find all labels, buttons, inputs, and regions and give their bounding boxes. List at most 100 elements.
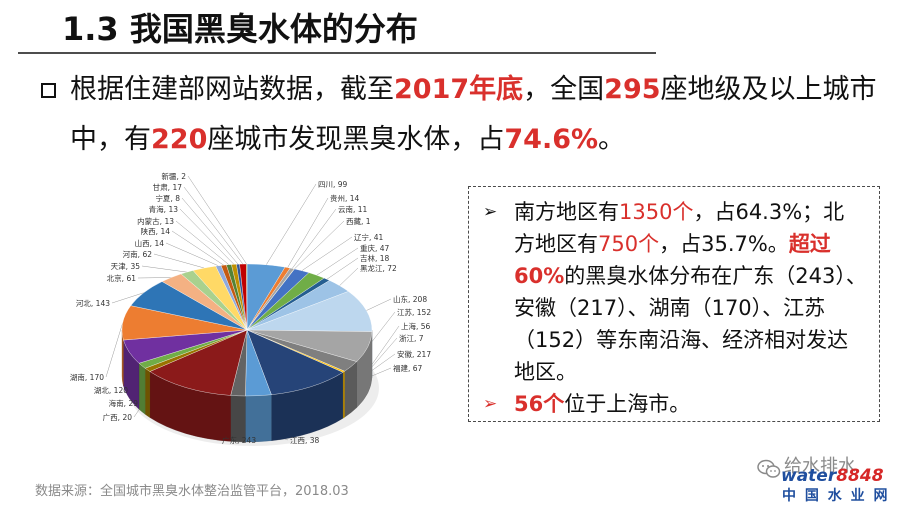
pie-label-25: 山西, 14 <box>135 238 165 248</box>
pie-leader-line <box>111 292 144 304</box>
pie-leader-line <box>141 265 187 273</box>
intro-text: 座地级及以上城市 <box>660 74 877 105</box>
pie-label-29: 宁夏, 8 <box>155 193 180 203</box>
pie-leader-line <box>179 208 235 265</box>
pie-label-category: 广西 <box>103 412 118 422</box>
pie-label-separator: , <box>156 227 161 236</box>
pie-label-category: 湖南 <box>70 372 85 382</box>
summary-line: 60%的黑臭水体分布在广东（243）、 <box>514 260 879 292</box>
summary-text: （152）等东南沿海、经济相对发达 <box>514 328 849 352</box>
pie-label-separator: , <box>412 308 417 317</box>
pie-label-category: 贵州 <box>330 193 345 203</box>
summary-box: ➢ 南方地区有1350个，占64.3%；北 方地区有750个，占35.7%。超过… <box>468 186 880 422</box>
pie-label-value: 11 <box>358 205 368 214</box>
pie-label-category: 四川 <box>318 180 333 189</box>
pie-slice-16 <box>149 329 248 396</box>
pie-label-18: 海南, 29 <box>109 398 139 408</box>
pie-label-separator: , <box>170 194 175 203</box>
summary-text: 南方地区有 <box>514 200 619 224</box>
pie-leader-line <box>183 186 244 265</box>
pie-label-category: 云南 <box>338 204 353 214</box>
pie-label-value: 14 <box>160 227 170 236</box>
pie-slice-side-14 <box>245 394 272 443</box>
pie-label-separator: , <box>91 299 96 308</box>
pie-label-value: 14 <box>154 239 164 248</box>
pie-leader-line <box>165 242 219 266</box>
intro-line-2: 中，有220座城市发现黑臭水体，占74.6%。 <box>70 122 625 158</box>
summary-line: 方地区有750个，占35.7%。超过 <box>514 228 879 260</box>
pie-leader-line <box>105 322 124 378</box>
summary-text: 的黑臭水体分布在广东（243）、 <box>564 264 867 288</box>
pie-label-value: 217 <box>417 350 432 359</box>
pie-label-28: 青海, 13 <box>149 204 179 214</box>
pie-label-value: 13 <box>168 205 178 214</box>
pie-label-19: 湖北, 120 <box>94 386 128 395</box>
pie-label-23: 天津, 35 <box>111 262 141 271</box>
intro-highlight: 74.6% <box>504 124 599 155</box>
summary-highlight: 超过 <box>788 232 831 256</box>
pie-leader-line <box>301 236 353 271</box>
pie-leader-line <box>339 267 359 286</box>
pie-label-value: 35 <box>130 262 140 271</box>
pie-label-separator: , <box>124 399 129 408</box>
pie-label-value: 8 <box>175 194 180 203</box>
pie-label-category: 青海 <box>149 204 164 214</box>
summary-line: ➢ 56个位于上海市。 <box>483 388 879 420</box>
pie-label-value: 38 <box>310 436 320 445</box>
pie-label-separator: , <box>408 364 413 373</box>
summary-text: 安徽（217）、湖南（170）、江苏 <box>514 296 826 320</box>
pie-leader-line <box>171 230 224 266</box>
pie-slices <box>121 263 373 397</box>
pie-label-value: 99 <box>338 180 348 189</box>
intro-highlight: 220 <box>151 124 208 155</box>
pie-label-separator: , <box>126 262 131 271</box>
summary-line: 地区。 <box>514 356 879 388</box>
pie-label-separator: , <box>353 205 358 214</box>
pie-label-category: 北京 <box>107 273 122 283</box>
pie-label-5: 辽宁, 41 <box>354 232 384 242</box>
pie-leader-line <box>266 183 317 265</box>
pie-label-separator: , <box>138 250 143 259</box>
pie-label-2: 贵州, 14 <box>330 193 360 203</box>
intro-highlight: 2017年底 <box>394 74 524 105</box>
pie-label-category: 天津 <box>111 262 126 271</box>
pie-label-category: 江苏 <box>397 307 412 317</box>
pie-label-separator: , <box>333 180 338 189</box>
summary-highlight: 750个 <box>598 232 660 256</box>
pie-label-9: 山东, 208 <box>393 294 427 304</box>
site-logo: water8848 <box>781 466 884 486</box>
summary-text: ，占64.3%；北 <box>693 200 845 224</box>
pie-label-category: 陕西 <box>141 226 156 236</box>
pie-label-value: 62 <box>142 250 152 259</box>
pie-label-value: 61 <box>126 274 136 283</box>
pie-label-value: 41 <box>374 233 384 242</box>
pie-label-31: 新疆, 2 <box>161 171 186 181</box>
pie-label-category: 山西 <box>135 238 150 248</box>
pie-label-separator: , <box>164 205 169 214</box>
intro-line-1: 根据住建部网站数据，截至2017年底，全国295座地级及以上城市 <box>70 72 877 108</box>
summary-text: 地区。 <box>514 360 577 384</box>
pie-slice-side-12 <box>342 370 345 419</box>
pie-label-separator: , <box>109 386 114 395</box>
pie-slice-side-17 <box>144 367 151 418</box>
summary-text: 方地区有 <box>514 232 598 256</box>
intro-text: 根据住建部网站数据，截至 <box>70 74 394 105</box>
pie-label-separator: , <box>416 322 421 331</box>
pie-label-category: 湖北 <box>94 386 109 395</box>
pie-label-value: 243 <box>242 436 257 445</box>
pie-label-value: 143 <box>96 299 111 308</box>
pie-slice-side-18 <box>138 362 146 415</box>
pie-label-value: 18 <box>380 254 390 263</box>
pie-label-value: 208 <box>413 295 428 304</box>
wechat-account-name: 给水排水 <box>784 456 856 477</box>
pie-label-value: 120 <box>114 386 129 395</box>
pie-slice-side-15 <box>230 395 246 443</box>
pie-leader-line <box>175 220 230 265</box>
pie-label-16: 广东, 243 <box>222 435 256 445</box>
pie-leader-line <box>316 247 359 276</box>
pie-label-separator: , <box>122 274 127 283</box>
pie-side-walls <box>121 329 373 443</box>
pie-label-7: 吉林, 18 <box>360 253 390 263</box>
summary-line: （152）等东南沿海、经济相对发达 <box>514 324 879 356</box>
pie-label-12: 浙江, 7 <box>399 333 424 343</box>
